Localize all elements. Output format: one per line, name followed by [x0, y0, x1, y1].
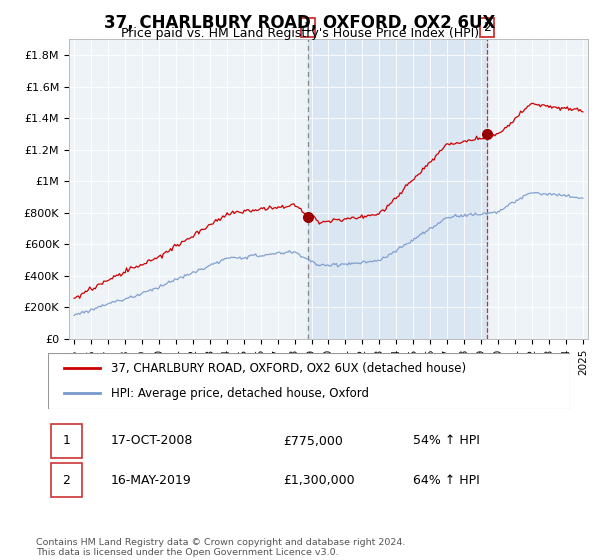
Bar — [308, 39, 487, 339]
Text: 1: 1 — [62, 435, 70, 447]
FancyBboxPatch shape — [50, 464, 82, 497]
Text: Price paid vs. HM Land Registry's House Price Index (HPI): Price paid vs. HM Land Registry's House … — [121, 27, 479, 40]
Text: 37, CHARLBURY ROAD, OXFORD, OX2 6UX: 37, CHARLBURY ROAD, OXFORD, OX2 6UX — [104, 14, 496, 32]
Text: 2: 2 — [62, 474, 70, 487]
Text: 2: 2 — [484, 21, 491, 34]
Text: 54% ↑ HPI: 54% ↑ HPI — [413, 435, 480, 447]
Text: 37, CHARLBURY ROAD, OXFORD, OX2 6UX (detached house): 37, CHARLBURY ROAD, OXFORD, OX2 6UX (det… — [110, 362, 466, 375]
Text: 17-OCT-2008: 17-OCT-2008 — [110, 435, 193, 447]
FancyBboxPatch shape — [48, 353, 570, 409]
Text: 16-MAY-2019: 16-MAY-2019 — [110, 474, 191, 487]
Text: £775,000: £775,000 — [283, 435, 343, 447]
Text: £1,300,000: £1,300,000 — [283, 474, 355, 487]
Text: HPI: Average price, detached house, Oxford: HPI: Average price, detached house, Oxfo… — [110, 386, 368, 400]
Text: 1: 1 — [304, 21, 312, 34]
Text: Contains HM Land Registry data © Crown copyright and database right 2024.
This d: Contains HM Land Registry data © Crown c… — [36, 538, 406, 557]
Text: 64% ↑ HPI: 64% ↑ HPI — [413, 474, 480, 487]
FancyBboxPatch shape — [50, 424, 82, 458]
